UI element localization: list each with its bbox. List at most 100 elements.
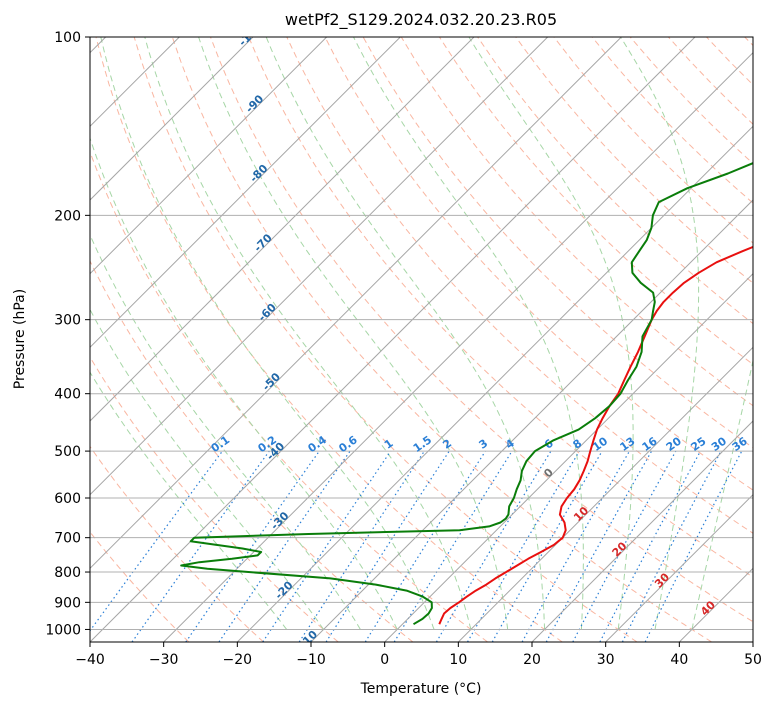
isotherm-label: -70 [252,231,275,254]
moist-adiabat-line [691,358,753,630]
isotherm-line [90,37,549,496]
dry-adiabat-line [90,531,190,642]
mixing-ratio-line [218,450,351,642]
y-axis-title: Pressure (hPa) [12,289,28,389]
isotherm-line [678,567,753,642]
isotherm-line [163,51,753,642]
isotherm-label: 40 [698,598,718,618]
dry-adiabat-line [553,37,753,244]
mixing-ratio-line [131,450,270,642]
mixing-ratio-label: 0.6 [336,433,360,455]
isotherm-label: -90 [243,92,266,115]
moist-adiabat-line [90,233,361,630]
isotherm-line [90,37,328,275]
mixing-ratio-line [572,450,677,642]
dry-adiabat-line [668,37,753,125]
y-tick-label: 500 [54,444,81,460]
isotherm-label: -20 [272,578,295,601]
x-tick-label: 30 [597,652,615,668]
dry-adiabat-line [90,356,339,642]
moist-adiabat-line [90,371,288,630]
mixing-ratio-label: 4 [503,436,517,451]
x-tick-label: −10 [296,652,326,668]
x-tick-label: −30 [149,652,179,668]
isotherm-line [531,420,753,642]
mixing-ratio-label: 0.4 [306,433,330,455]
isotherm-label: 30 [652,570,672,590]
dry-adiabat-line [248,37,753,578]
mixing-ratio-label: 2 [440,437,454,452]
moist-adiabat-line [468,37,634,630]
temperature-profile-line [438,245,753,625]
isotherm-label: -100 [236,20,265,49]
isotherm-label: -80 [247,162,270,185]
mixing-ratio-label: 1.5 [411,433,434,455]
x-axis-title: Temperature (°C) [360,681,482,697]
mixing-ratio-line [545,450,653,642]
moist-adiabat-line [90,136,398,630]
isotherm-line [310,199,753,642]
dry-adiabat-line [706,37,753,86]
dry-adiabat-line [95,37,563,642]
mixing-ratio-label: 3 [477,437,491,452]
x-tick-label: 20 [523,652,541,668]
y-tick-label: 100 [54,30,81,46]
moist-adiabat-line [265,37,546,630]
x-tick-label: 40 [670,652,688,668]
isotherm-label: 10 [571,504,591,524]
y-tick-label: 400 [54,387,81,403]
mixing-ratio-line [393,450,513,642]
isotherm-label: -60 [256,301,279,324]
isotherm-line [90,37,401,349]
chart-title: wetPf2_S129.2024.032.20.23.R05 [285,10,557,30]
moist-adiabat-line [353,37,584,630]
y-tick-label: 1000 [45,622,81,638]
dry-adiabat-line [133,37,638,642]
x-tick-label: 10 [449,652,467,668]
dry-adiabat-line [744,37,753,47]
dry-adiabat-line [286,37,753,534]
isotherm-line [90,37,696,642]
mixing-ratio-line [325,450,450,642]
mixing-ratio-line [298,450,425,642]
moist-adiabat-line [90,308,324,630]
moist-adiabat-line [620,37,700,630]
x-tick-label: −20 [223,652,253,668]
mixing-ratio-line [599,450,702,642]
isotherm-line [90,37,475,422]
dewpoint-profile-line [180,162,753,626]
dry-adiabat-line [324,37,753,491]
dry-adiabat-line [90,150,488,642]
dry-adiabat-line [438,37,753,366]
dry-adiabat-line [171,37,712,642]
y-tick-label: 600 [54,491,81,507]
moist-adiabat-line [100,37,435,630]
isotherm-line [90,37,254,201]
dry-adiabat-line [90,259,414,642]
moist-adiabat-line [144,37,472,630]
mixing-ratio-label: 0.1 [209,433,232,455]
moist-adiabat-line [198,37,509,630]
mixing-ratio-line [185,450,320,642]
mixing-ratio-label: 6 [542,437,556,452]
y-tick-label: 300 [54,313,81,329]
isotherm-line [605,493,753,642]
mixing-ratio-line [466,450,580,642]
plot-frame [89,36,754,643]
isotherm-label: -10 [297,628,320,651]
isotherm-label: -50 [260,370,283,393]
mixing-ratio-line [90,450,223,632]
isotherm-line [384,272,753,642]
y-tick-label: 200 [54,208,81,224]
dry-adiabat-line [515,37,753,284]
x-tick-label: −40 [75,652,105,668]
isotherm-line [90,37,622,570]
mixing-ratio-line [262,450,392,642]
isotherm-line [752,641,753,642]
y-tick-label: 800 [54,565,81,581]
y-tick-label: 700 [54,531,81,547]
isotherm-line [236,125,753,642]
mixing-ratio-line [435,450,552,642]
mixing-ratio-line [364,450,486,642]
dry-adiabat-line [90,445,264,642]
